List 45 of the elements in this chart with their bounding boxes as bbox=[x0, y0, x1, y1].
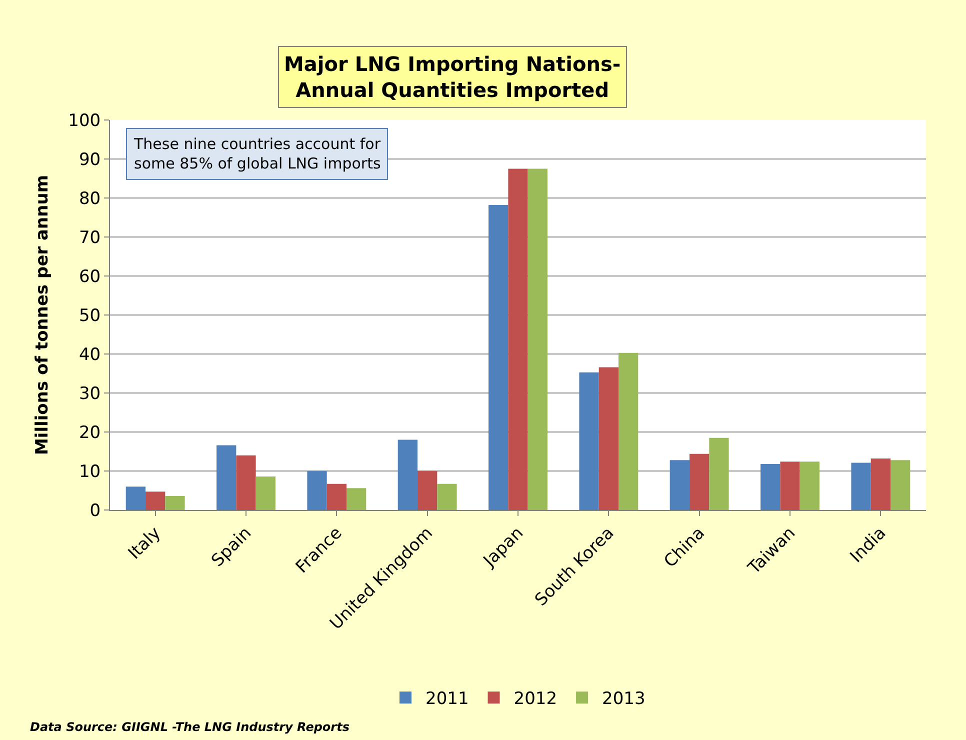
bar bbox=[800, 462, 820, 510]
bar bbox=[165, 496, 185, 510]
y-tick-label: 80 bbox=[78, 188, 101, 209]
y-tick-label: 10 bbox=[78, 462, 101, 482]
bar bbox=[236, 455, 256, 510]
bar bbox=[528, 168, 548, 510]
bar bbox=[760, 464, 780, 510]
bar bbox=[598, 367, 618, 510]
bar bbox=[618, 352, 638, 510]
bar bbox=[398, 440, 418, 510]
bar bbox=[780, 462, 800, 510]
y-tick-label: 0 bbox=[90, 500, 101, 521]
y-tick-label: 30 bbox=[78, 384, 101, 404]
bar bbox=[146, 492, 166, 510]
y-tick-label: 90 bbox=[78, 150, 101, 170]
chart-title: Major LNG Importing Nations- Annual Quantities Imported bbox=[284, 52, 621, 102]
legend-label: 2012 bbox=[514, 689, 558, 710]
bar bbox=[709, 438, 729, 510]
bar bbox=[870, 458, 890, 510]
legend-label: 2011 bbox=[426, 689, 469, 710]
bar bbox=[851, 462, 871, 510]
annotation: These nine countries account for some 85% of global LNG imports bbox=[133, 135, 382, 172]
y-tick-label: 100 bbox=[68, 110, 101, 131]
bar bbox=[488, 205, 508, 510]
bar bbox=[418, 471, 438, 510]
y-tick-label: 70 bbox=[78, 228, 101, 248]
y-tick-label: 20 bbox=[78, 422, 101, 443]
bar bbox=[326, 484, 346, 510]
bar bbox=[437, 484, 457, 510]
bar bbox=[890, 460, 910, 510]
bar bbox=[256, 476, 276, 510]
y-tick-label: 60 bbox=[78, 266, 101, 287]
bar bbox=[307, 471, 327, 510]
source-note: Data Source: GIIGNL -The LNG Industry Reports bbox=[30, 720, 350, 734]
bar bbox=[508, 168, 528, 510]
bar bbox=[579, 372, 599, 510]
y-axis-title: Millions of tonnes per annum bbox=[32, 174, 53, 456]
bar bbox=[690, 454, 710, 510]
y-tick-label: 40 bbox=[78, 344, 101, 365]
legend-label: 2013 bbox=[602, 689, 646, 710]
bar bbox=[126, 486, 146, 510]
bar bbox=[670, 460, 690, 510]
y-tick-label: 50 bbox=[78, 306, 101, 326]
bar bbox=[346, 488, 366, 510]
bar bbox=[216, 445, 236, 510]
